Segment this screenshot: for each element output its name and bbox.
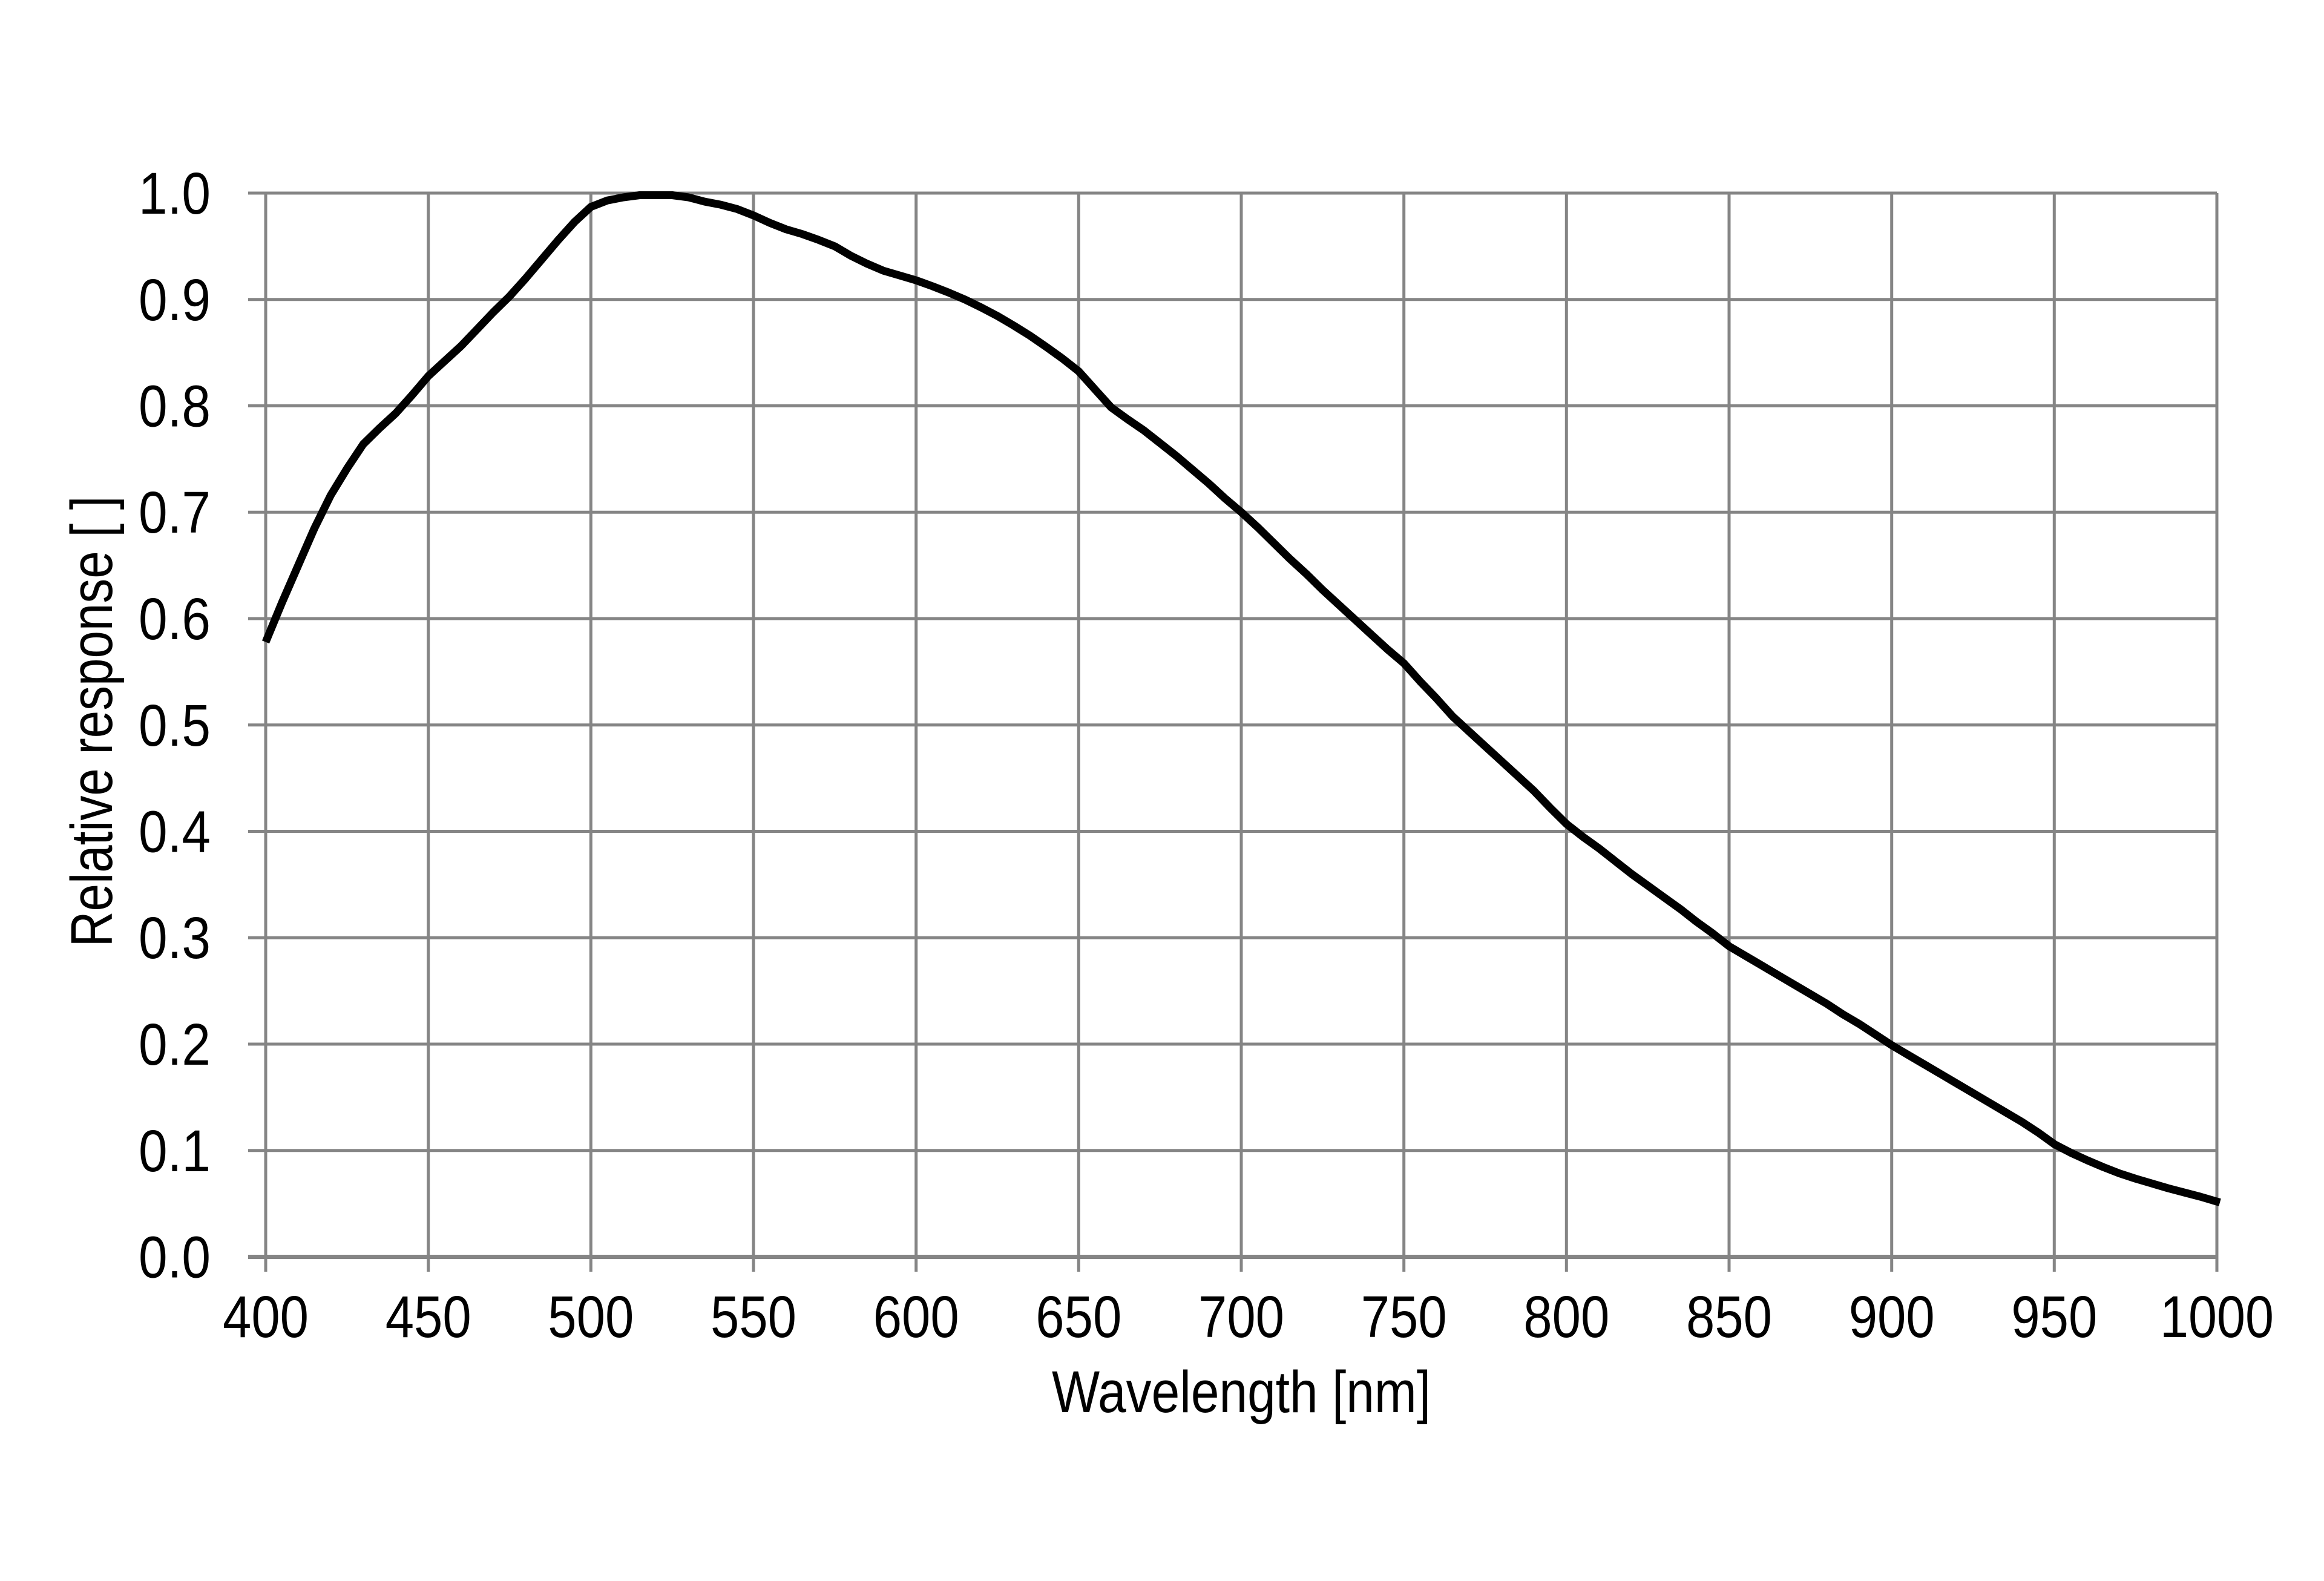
svg-text:0.4: 0.4 — [139, 799, 211, 865]
svg-text:850: 850 — [1686, 1284, 1772, 1350]
svg-text:0.9: 0.9 — [139, 267, 211, 333]
svg-text:750: 750 — [1361, 1284, 1447, 1350]
svg-text:0.6: 0.6 — [139, 586, 211, 652]
svg-text:1.0: 1.0 — [139, 160, 211, 226]
svg-text:900: 900 — [1849, 1284, 1935, 1350]
svg-text:400: 400 — [223, 1284, 309, 1350]
svg-text:700: 700 — [1198, 1284, 1284, 1350]
svg-text:Relative response [ ]: Relative response [ ] — [59, 496, 125, 947]
svg-text:0.0: 0.0 — [139, 1224, 211, 1290]
svg-text:0.5: 0.5 — [139, 692, 211, 758]
svg-text:0.3: 0.3 — [139, 905, 211, 971]
svg-text:450: 450 — [386, 1284, 471, 1350]
svg-text:1000: 1000 — [2160, 1284, 2274, 1350]
svg-text:0.7: 0.7 — [139, 479, 211, 545]
svg-text:500: 500 — [548, 1284, 634, 1350]
svg-text:950: 950 — [2011, 1284, 2097, 1350]
svg-text:650: 650 — [1036, 1284, 1121, 1350]
svg-text:0.2: 0.2 — [139, 1011, 211, 1077]
svg-text:0.1: 0.1 — [139, 1118, 211, 1184]
svg-text:800: 800 — [1523, 1284, 1609, 1350]
svg-text:0.8: 0.8 — [139, 373, 211, 439]
svg-text:600: 600 — [873, 1284, 959, 1350]
svg-text:550: 550 — [711, 1284, 796, 1350]
svg-text:Wavelength [nm]: Wavelength [nm] — [1052, 1359, 1431, 1425]
